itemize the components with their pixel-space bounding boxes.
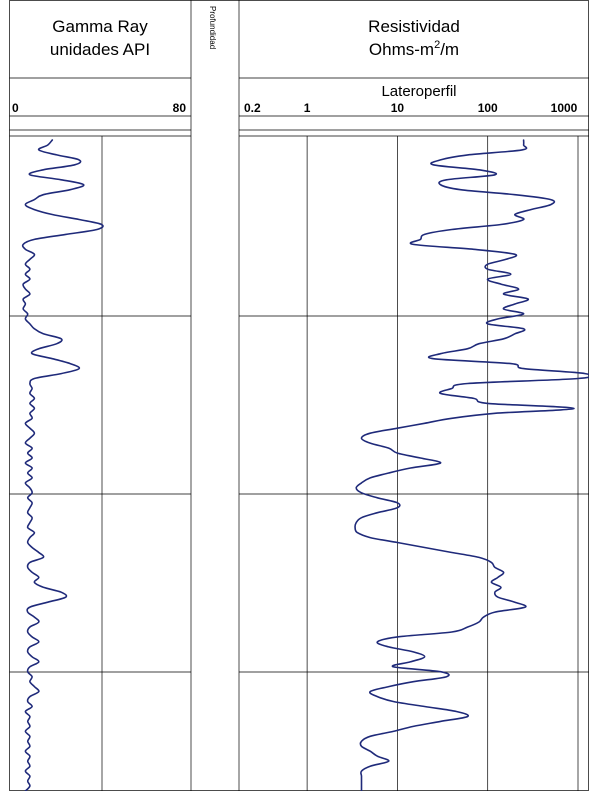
resistivity-tick-label: 0.2	[244, 101, 261, 115]
gamma-ray-curve	[21, 139, 104, 791]
resistivity-unit-sup: 2	[434, 39, 440, 51]
resistivity-header-line2: Ohms-m2/m	[369, 39, 459, 59]
resistivity-tick-label: 1000	[551, 101, 578, 115]
resistivity-scale-ticks: 0.2 1 10 100 1000	[244, 101, 578, 115]
resistivity-curve-label: Lateroperfil	[381, 83, 456, 100]
gamma-scale-max: 80	[173, 101, 187, 115]
gamma-scale-min: 0	[12, 101, 19, 115]
lateroperfil-curve	[354, 139, 589, 791]
resistivity-tick-label: 1	[304, 101, 311, 115]
resistivity-unit-suffix: /m	[440, 40, 459, 59]
gamma-header-line2: unidades API	[50, 40, 150, 59]
depth-track-label: Profundidad	[208, 6, 217, 49]
gamma-header-line1: Gamma Ray	[52, 17, 148, 36]
resistivity-tick-label: 100	[478, 101, 498, 115]
resistivity-tick-label: 10	[391, 101, 405, 115]
track-grid	[9, 136, 589, 791]
resistivity-header-line1: Resistividad	[368, 17, 460, 36]
resistivity-unit-prefix: Ohms-m	[369, 40, 434, 59]
